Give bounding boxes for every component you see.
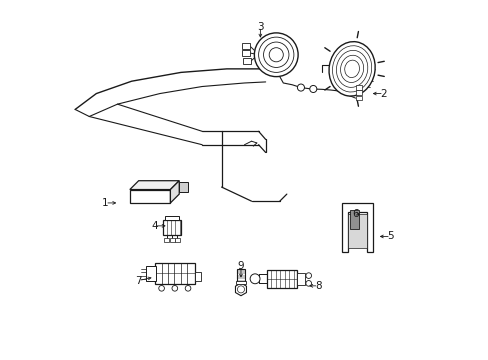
Text: 6: 6 [351, 208, 358, 219]
Polygon shape [195, 272, 201, 280]
Polygon shape [169, 238, 174, 242]
Text: 7: 7 [135, 275, 142, 285]
Polygon shape [170, 181, 179, 203]
Polygon shape [347, 213, 366, 248]
Polygon shape [179, 183, 188, 192]
Circle shape [172, 285, 177, 291]
Ellipse shape [344, 60, 359, 77]
Polygon shape [267, 270, 297, 288]
Circle shape [237, 286, 244, 293]
Circle shape [297, 84, 304, 91]
Polygon shape [355, 85, 361, 90]
Ellipse shape [340, 55, 363, 82]
Circle shape [305, 280, 311, 286]
Text: 3: 3 [257, 22, 263, 32]
Polygon shape [165, 216, 179, 220]
Polygon shape [163, 220, 181, 235]
Circle shape [254, 33, 298, 77]
Polygon shape [236, 281, 245, 284]
Circle shape [305, 273, 311, 278]
Polygon shape [355, 96, 361, 100]
Text: 9: 9 [237, 261, 244, 271]
Circle shape [309, 85, 316, 93]
Text: 1: 1 [102, 198, 108, 208]
Text: 4: 4 [151, 221, 158, 231]
Circle shape [185, 285, 190, 291]
Polygon shape [349, 210, 358, 229]
Text: 5: 5 [387, 231, 393, 242]
Polygon shape [130, 189, 170, 203]
Polygon shape [237, 269, 244, 282]
Text: 8: 8 [315, 281, 321, 291]
Polygon shape [145, 266, 155, 280]
Polygon shape [164, 238, 169, 242]
Polygon shape [243, 58, 250, 64]
Circle shape [269, 48, 283, 62]
Ellipse shape [336, 50, 367, 87]
Ellipse shape [332, 46, 371, 92]
Polygon shape [242, 43, 249, 49]
Ellipse shape [328, 42, 374, 96]
Circle shape [250, 274, 260, 284]
Polygon shape [242, 50, 249, 56]
Polygon shape [297, 273, 305, 285]
Polygon shape [355, 90, 361, 95]
Polygon shape [154, 263, 195, 284]
Circle shape [258, 37, 293, 72]
Polygon shape [235, 283, 246, 296]
Circle shape [159, 285, 164, 291]
Polygon shape [341, 203, 372, 252]
Text: 2: 2 [380, 89, 386, 99]
Polygon shape [175, 238, 180, 242]
Circle shape [263, 42, 288, 67]
Polygon shape [130, 181, 179, 189]
